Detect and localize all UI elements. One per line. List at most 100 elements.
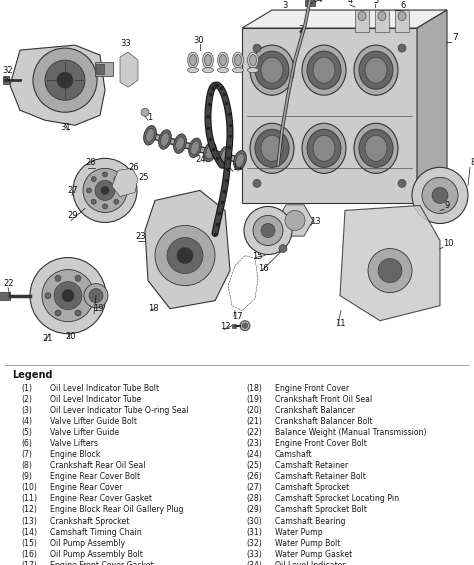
Text: (17): (17) bbox=[21, 561, 37, 565]
Text: (18): (18) bbox=[246, 384, 262, 393]
Text: (32): (32) bbox=[246, 538, 262, 547]
Text: 20: 20 bbox=[65, 332, 75, 341]
Ellipse shape bbox=[190, 55, 197, 66]
Text: (15): (15) bbox=[21, 538, 37, 547]
Ellipse shape bbox=[313, 135, 335, 162]
Ellipse shape bbox=[218, 68, 228, 73]
Text: 8: 8 bbox=[470, 158, 474, 167]
Text: (19): (19) bbox=[246, 394, 262, 403]
Text: 21: 21 bbox=[42, 334, 53, 343]
Circle shape bbox=[55, 275, 61, 281]
Text: Crankshaft Front Oil Seal: Crankshaft Front Oil Seal bbox=[275, 394, 372, 403]
Ellipse shape bbox=[359, 51, 393, 89]
Text: (23): (23) bbox=[246, 439, 262, 448]
Text: (25): (25) bbox=[246, 461, 262, 470]
Circle shape bbox=[91, 199, 96, 205]
Bar bbox=[95, 62, 113, 76]
Ellipse shape bbox=[146, 128, 154, 142]
Text: (12): (12) bbox=[21, 506, 37, 515]
Polygon shape bbox=[10, 45, 105, 125]
Circle shape bbox=[84, 284, 108, 308]
FancyBboxPatch shape bbox=[242, 28, 417, 203]
Ellipse shape bbox=[233, 68, 244, 73]
Text: (10): (10) bbox=[21, 483, 37, 492]
Circle shape bbox=[102, 204, 108, 209]
Text: 28: 28 bbox=[85, 158, 96, 167]
Text: (6): (6) bbox=[21, 439, 32, 448]
Ellipse shape bbox=[173, 134, 186, 154]
Bar bbox=[355, 10, 369, 32]
Circle shape bbox=[101, 186, 109, 194]
Text: 34: 34 bbox=[312, 0, 323, 4]
Circle shape bbox=[45, 293, 51, 299]
Ellipse shape bbox=[250, 123, 294, 173]
Text: 16: 16 bbox=[258, 264, 269, 272]
Circle shape bbox=[244, 206, 292, 255]
Text: Engine Block Rear Oil Gallery Plug: Engine Block Rear Oil Gallery Plug bbox=[50, 506, 183, 515]
Ellipse shape bbox=[188, 52, 199, 68]
Ellipse shape bbox=[359, 129, 393, 167]
Text: (3): (3) bbox=[21, 406, 32, 415]
Circle shape bbox=[55, 310, 61, 316]
Circle shape bbox=[432, 188, 448, 203]
Text: Crankshaft Balancer: Crankshaft Balancer bbox=[275, 406, 355, 415]
Ellipse shape bbox=[235, 55, 241, 66]
Text: 24: 24 bbox=[195, 155, 206, 164]
Text: 31: 31 bbox=[60, 123, 71, 132]
Text: Oil Level Indicator Tube: Oil Level Indicator Tube bbox=[50, 394, 141, 403]
Text: 10: 10 bbox=[443, 238, 454, 247]
Bar bbox=[96, 64, 104, 74]
Text: (9): (9) bbox=[21, 472, 32, 481]
Text: Engine Front Cover Gasket: Engine Front Cover Gasket bbox=[50, 561, 154, 565]
Text: Camshaft Timing Chain: Camshaft Timing Chain bbox=[50, 528, 142, 537]
Ellipse shape bbox=[159, 130, 172, 149]
Text: (33): (33) bbox=[246, 550, 262, 559]
Circle shape bbox=[253, 215, 283, 246]
Polygon shape bbox=[242, 10, 447, 28]
Text: (24): (24) bbox=[246, 450, 262, 459]
Text: (11): (11) bbox=[21, 494, 37, 503]
Text: 19: 19 bbox=[93, 303, 103, 312]
Circle shape bbox=[102, 172, 108, 177]
Circle shape bbox=[378, 259, 402, 282]
Polygon shape bbox=[340, 206, 440, 321]
Ellipse shape bbox=[234, 150, 246, 170]
Circle shape bbox=[279, 245, 287, 253]
Text: (20): (20) bbox=[246, 406, 262, 415]
Ellipse shape bbox=[188, 68, 199, 73]
Polygon shape bbox=[277, 205, 313, 236]
Text: Camshaft Retainer: Camshaft Retainer bbox=[275, 461, 348, 470]
Ellipse shape bbox=[233, 52, 244, 68]
Polygon shape bbox=[145, 190, 230, 308]
Circle shape bbox=[243, 323, 247, 328]
Text: 9: 9 bbox=[445, 202, 450, 210]
Circle shape bbox=[422, 177, 458, 214]
Text: (16): (16) bbox=[21, 550, 37, 559]
Circle shape bbox=[33, 48, 97, 112]
Text: Valve Lifters: Valve Lifters bbox=[50, 439, 98, 448]
Ellipse shape bbox=[378, 11, 386, 20]
Ellipse shape bbox=[204, 55, 211, 66]
Text: 32: 32 bbox=[2, 66, 13, 75]
Circle shape bbox=[118, 188, 124, 193]
Ellipse shape bbox=[204, 142, 216, 162]
Text: 29: 29 bbox=[67, 211, 78, 220]
Ellipse shape bbox=[302, 123, 346, 173]
Ellipse shape bbox=[221, 149, 229, 163]
Circle shape bbox=[86, 188, 91, 193]
Ellipse shape bbox=[247, 52, 258, 68]
Circle shape bbox=[54, 281, 82, 310]
Circle shape bbox=[253, 180, 261, 188]
Text: Camshaft Sprocket Locating Pin: Camshaft Sprocket Locating Pin bbox=[275, 494, 399, 503]
Text: Oil Pump Assembly: Oil Pump Assembly bbox=[50, 538, 125, 547]
Text: 4: 4 bbox=[348, 0, 353, 5]
Bar bbox=[232, 324, 236, 328]
Text: Crankshaft Rear Oil Seal: Crankshaft Rear Oil Seal bbox=[50, 461, 145, 470]
Circle shape bbox=[114, 199, 119, 205]
Ellipse shape bbox=[219, 146, 231, 166]
Ellipse shape bbox=[307, 129, 341, 167]
Text: Camshaft Sprocket: Camshaft Sprocket bbox=[275, 483, 349, 492]
Text: 1: 1 bbox=[147, 113, 152, 122]
Text: (29): (29) bbox=[246, 506, 262, 515]
Ellipse shape bbox=[302, 45, 346, 95]
